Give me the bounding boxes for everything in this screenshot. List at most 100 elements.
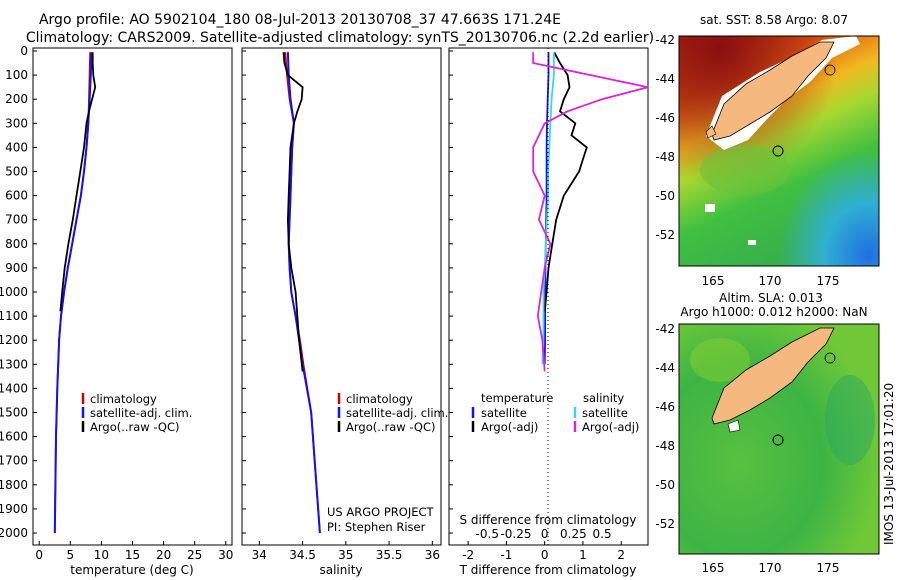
y-tick-label: 1700 xyxy=(0,454,28,468)
pi-name: PI: Stephen Riser xyxy=(327,520,426,534)
x-tick-label: 20 xyxy=(156,548,171,562)
x-tick-label: 36 xyxy=(425,548,440,562)
sst-green-patch xyxy=(700,145,790,195)
s-tick-label: 0.25 xyxy=(560,527,587,541)
sla-map-title-line2: Argo h1000: 0.012 h2000: NaN xyxy=(680,305,867,319)
sla-xtick: 170 xyxy=(759,561,782,575)
y-tick-label: 1100 xyxy=(0,309,28,323)
sst-ytick: -46 xyxy=(655,111,675,125)
series-line-salinity-1 xyxy=(286,52,321,534)
sst-ytick: -48 xyxy=(655,150,675,164)
sla-patch xyxy=(690,338,750,382)
sst-map-title: sat. SST: 8.58 Argo: 8.07 xyxy=(700,13,848,27)
series-line-temperature-0 xyxy=(53,52,92,534)
project-name: US ARGO PROJECT xyxy=(327,505,435,519)
salinity-xlabel: salinity xyxy=(319,563,362,577)
y-tick-label: 1300 xyxy=(0,357,28,371)
x-tick-label: 34.5 xyxy=(289,548,316,562)
y-tick-label: 400 xyxy=(5,140,28,154)
argo-position-marker xyxy=(772,145,784,157)
sla-ytick: -48 xyxy=(655,439,675,453)
y-tick-label: 1800 xyxy=(0,478,28,492)
x-tick-label: 35.5 xyxy=(376,548,403,562)
sla-map-frame xyxy=(678,323,880,555)
chatham-rise-contour xyxy=(824,64,836,76)
difference-legend: temperature salinity satellite Argo(-adj… xyxy=(471,391,639,434)
x-tick-label: -2 xyxy=(462,548,474,562)
south-island-land xyxy=(711,41,835,141)
x-tick-label: 30 xyxy=(218,548,233,562)
sla-ytick: -50 xyxy=(655,478,675,492)
legend-header-salinity: salinity xyxy=(583,391,624,405)
sst-xtick: 175 xyxy=(817,274,840,288)
x-tick-label: 0 xyxy=(35,548,43,562)
salinity-panel-frame xyxy=(241,47,442,546)
x-tick-label: 5 xyxy=(66,548,74,562)
y-tick-label: 800 xyxy=(5,237,28,251)
series-line-difference-0 xyxy=(543,52,550,365)
y-tick-label: 500 xyxy=(5,165,28,179)
temperature-xlabel: temperature (deg C) xyxy=(70,563,193,577)
south-island-land xyxy=(711,327,835,425)
legend-label-argo: Argo(..raw -QC) xyxy=(90,420,180,434)
x-tick-label: 1 xyxy=(579,548,587,562)
legend-label-climatology: climatology xyxy=(90,392,157,406)
sla-ytick: -46 xyxy=(655,400,675,414)
s-tick-label: -0.5 xyxy=(476,527,499,541)
salinity-legend: climatology satellite-adj. clim. Argo(..… xyxy=(337,392,448,434)
legend-label-s-satellite: satellite xyxy=(582,406,628,420)
legend-label-t-argo: Argo(-adj) xyxy=(481,420,538,434)
sla-xtick: 175 xyxy=(817,561,840,575)
sla-map-ticks: -42 -44 -46 -48 -50 -52 165 170 175 xyxy=(655,322,839,575)
sst-ytick: -50 xyxy=(655,189,675,203)
sla-map xyxy=(678,323,880,555)
y-tick-label: 100 xyxy=(5,68,28,82)
s-diff-xlabel: S difference from climatology xyxy=(460,513,637,527)
y-tick-label: 0 xyxy=(20,44,28,58)
t-diff-xlabel: T difference from climatology xyxy=(459,563,637,577)
series-line-salinity-2 xyxy=(282,52,304,372)
legend-label-argo: Argo(..raw -QC) xyxy=(346,420,436,434)
legend-header-temperature: temperature xyxy=(481,391,553,405)
chatham-rise-contour xyxy=(824,352,836,364)
series-line-difference-3 xyxy=(532,52,649,372)
legend-label-t-satellite: satellite xyxy=(481,406,527,420)
figure-title-line1: Argo profile: AO 5902104_180 08-Jul-2013… xyxy=(39,12,561,28)
y-tick-label: 300 xyxy=(5,116,28,130)
legend-label-satellite: satellite-adj. clim. xyxy=(346,406,448,420)
x-tick-label: 0 xyxy=(541,548,549,562)
sst-ytick: -52 xyxy=(655,228,675,242)
sst-xtick: 170 xyxy=(759,274,782,288)
sst-xtick: 165 xyxy=(702,274,725,288)
series-line-difference-1 xyxy=(543,51,588,312)
s-tick-label: 0 xyxy=(541,527,549,541)
y-tick-label: 1500 xyxy=(0,406,28,420)
y-tick-label: 1200 xyxy=(0,333,28,347)
sla-map-title-line1: Altim. SLA: 0.013 xyxy=(719,291,823,305)
x-tick-label: 2 xyxy=(617,548,625,562)
x-tick-label: -1 xyxy=(500,548,512,562)
temperature-legend: climatology satellite-adj. clim. Argo(..… xyxy=(81,392,192,434)
y-tick-label: 200 xyxy=(5,92,28,106)
x-tick-label: 10 xyxy=(94,548,109,562)
legend-label-climatology: climatology xyxy=(346,392,413,406)
sla-patch xyxy=(825,375,875,465)
x-tick-label: 15 xyxy=(125,548,140,562)
sst-map-ticks: -42 -44 -46 -48 -50 -52 165 170 175 xyxy=(655,33,839,288)
s-tick-label: 0.5 xyxy=(593,527,612,541)
x-tick-label: 34 xyxy=(252,548,267,562)
y-tick-label: 600 xyxy=(5,189,28,203)
series-line-temperature-2 xyxy=(59,52,97,312)
profile-lines xyxy=(53,51,649,534)
sst-ytick: -44 xyxy=(655,72,675,86)
depth-axis: 0 100 200 300 400 500 600 700 800 900 1000 1100 1200… xyxy=(0,44,453,540)
legend-label-s-argo: Argo(-adj) xyxy=(582,420,639,434)
y-tick-label: 700 xyxy=(5,213,28,227)
y-tick-label: 2000 xyxy=(0,526,28,540)
sst-map-frame xyxy=(678,35,880,267)
sla-xtick: 165 xyxy=(702,561,725,575)
sla-ytick: -52 xyxy=(655,517,675,531)
cloud-spot xyxy=(705,204,715,212)
sla-ytick: -44 xyxy=(655,361,675,375)
